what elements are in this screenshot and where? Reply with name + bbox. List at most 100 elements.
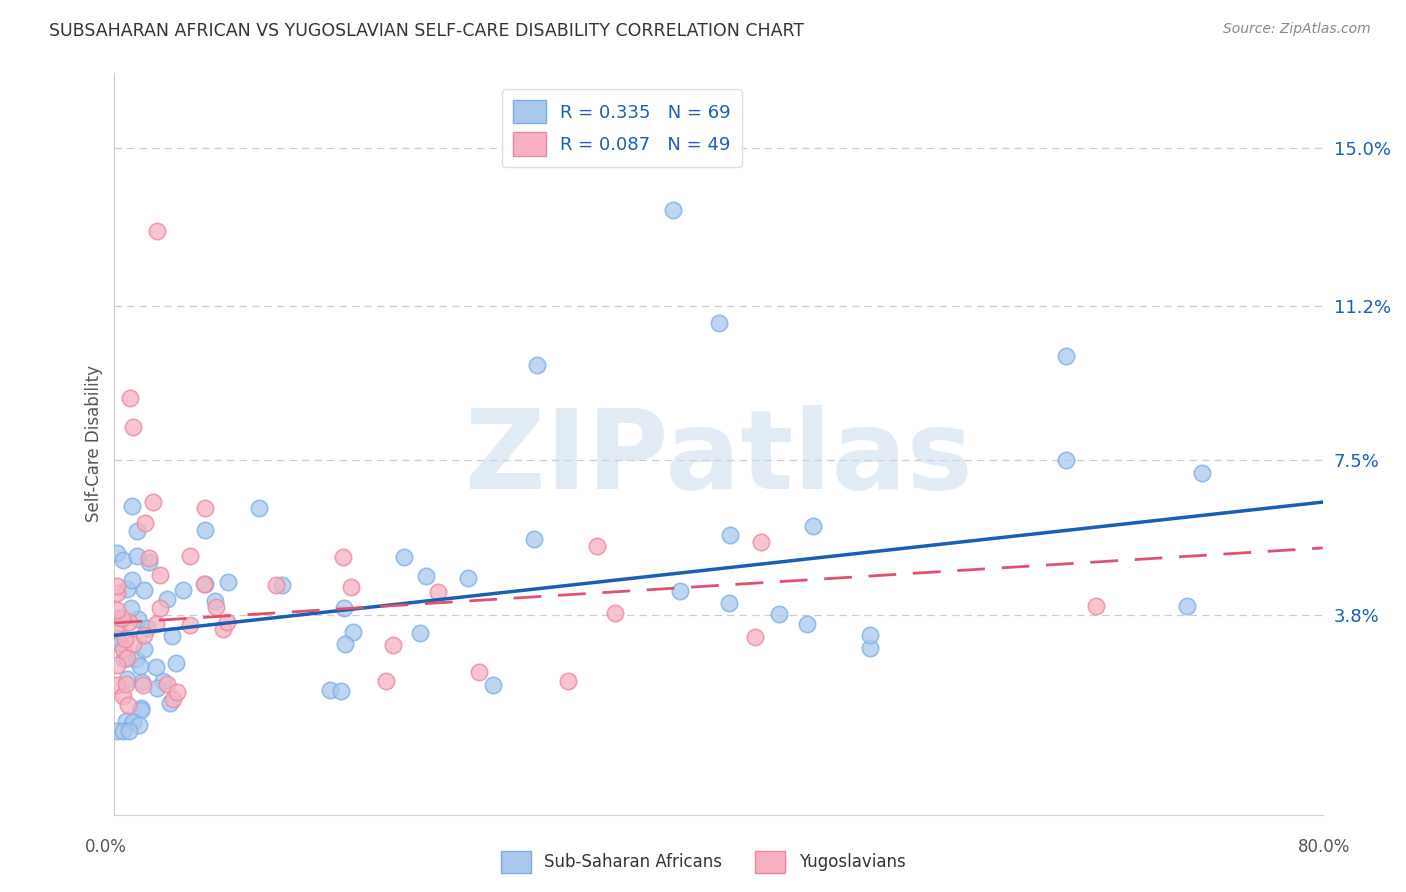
Point	[159, 696, 181, 710]
Point	[270, 578, 292, 592]
Text: ZIPatlas: ZIPatlas	[465, 405, 973, 512]
Point	[468, 665, 491, 679]
Point	[859, 628, 882, 642]
Text: 80.0%: 80.0%	[1298, 838, 1351, 855]
Point	[803, 519, 825, 533]
Point	[193, 577, 215, 591]
Point	[264, 578, 287, 592]
Point	[135, 621, 157, 635]
Point	[107, 724, 129, 739]
Point	[662, 203, 685, 218]
Text: Source: ZipAtlas.com: Source: ZipAtlas.com	[1223, 22, 1371, 37]
Point	[107, 631, 129, 645]
Point	[134, 516, 156, 531]
Point	[172, 583, 194, 598]
Point	[717, 596, 740, 610]
Point	[117, 698, 139, 713]
Point	[117, 582, 139, 596]
Point	[156, 592, 179, 607]
Point	[215, 615, 238, 629]
Point	[107, 658, 129, 673]
Point	[162, 692, 184, 706]
Point	[212, 622, 235, 636]
Point	[120, 601, 142, 615]
Y-axis label: Self-Care Disability: Self-Care Disability	[86, 365, 103, 523]
Point	[132, 642, 155, 657]
Text: SUBSAHARAN AFRICAN VS YUGOSLAVIAN SELF-CARE DISABILITY CORRELATION CHART: SUBSAHARAN AFRICAN VS YUGOSLAVIAN SELF-C…	[49, 22, 804, 40]
Point	[1085, 599, 1108, 614]
Point	[145, 660, 167, 674]
Point	[114, 632, 136, 646]
Point	[1054, 453, 1077, 467]
Point	[138, 550, 160, 565]
Point	[112, 652, 135, 666]
Point	[375, 674, 398, 689]
Point	[127, 524, 149, 538]
Point	[107, 618, 129, 632]
Point	[131, 674, 153, 689]
Point	[148, 568, 170, 582]
Point	[749, 534, 772, 549]
Point	[340, 580, 363, 594]
Point	[149, 601, 172, 615]
Point	[457, 571, 479, 585]
Point	[179, 618, 201, 632]
Point	[127, 549, 149, 563]
Point	[427, 585, 450, 599]
Point	[796, 617, 818, 632]
Point	[112, 724, 135, 739]
Point	[107, 611, 129, 625]
Point	[107, 585, 129, 599]
Point	[859, 640, 882, 655]
Point	[112, 689, 135, 703]
Point	[205, 599, 228, 614]
Legend: R = 0.335   N = 69, R = 0.087   N = 49: R = 0.335 N = 69, R = 0.087 N = 49	[502, 89, 741, 167]
Point	[523, 532, 546, 546]
Point	[1054, 349, 1077, 363]
Point	[134, 628, 156, 642]
Point	[194, 501, 217, 516]
Point	[145, 617, 167, 632]
Point	[1191, 466, 1213, 480]
Point	[118, 391, 141, 405]
Point	[768, 607, 790, 621]
Point	[333, 638, 356, 652]
Point	[669, 583, 692, 598]
Point	[121, 574, 143, 588]
Point	[129, 700, 152, 714]
Point	[247, 501, 270, 516]
Point	[138, 555, 160, 569]
Point	[194, 576, 217, 591]
Point	[330, 684, 353, 698]
Point	[115, 672, 138, 686]
Point	[134, 583, 156, 598]
Point	[107, 579, 129, 593]
Point	[107, 546, 129, 560]
Point	[718, 528, 741, 542]
Point	[117, 615, 139, 629]
Point	[112, 553, 135, 567]
Point	[121, 714, 143, 729]
Point	[409, 625, 432, 640]
Point	[152, 673, 174, 688]
Point	[115, 714, 138, 728]
Point	[111, 641, 134, 656]
Point	[166, 685, 188, 699]
Point	[117, 724, 139, 739]
Point	[707, 316, 730, 330]
Point	[342, 625, 364, 640]
Point	[194, 523, 217, 537]
Point	[332, 550, 354, 565]
Point	[121, 637, 143, 651]
Point	[125, 652, 148, 666]
Legend: Sub-Saharan Africans, Yugoslavians: Sub-Saharan Africans, Yugoslavians	[494, 845, 912, 880]
Point	[146, 681, 169, 695]
Point	[160, 629, 183, 643]
Point	[156, 677, 179, 691]
Point	[111, 611, 134, 625]
Point	[1175, 599, 1198, 614]
Point	[132, 678, 155, 692]
Point	[121, 420, 143, 434]
Point	[204, 593, 226, 607]
Point	[107, 603, 129, 617]
